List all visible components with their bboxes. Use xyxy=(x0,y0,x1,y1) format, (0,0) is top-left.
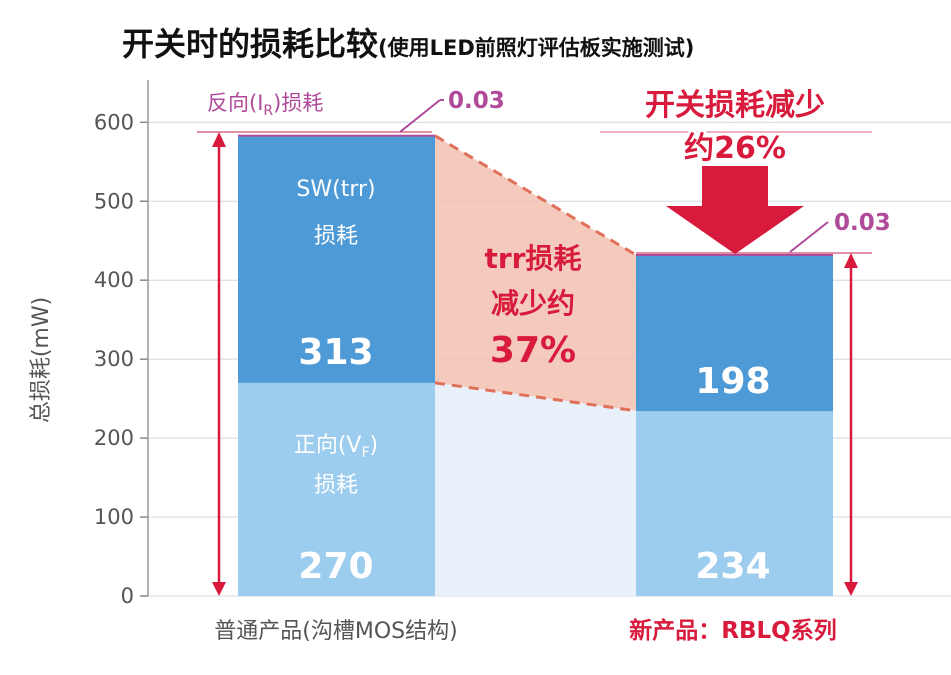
y-tick-label: 400 xyxy=(94,268,134,292)
trr-reduction-dash-top xyxy=(434,134,637,257)
vf-label-post: ) xyxy=(370,433,379,458)
ir-value-left: 0.03 xyxy=(448,88,505,114)
trr-annotation-line2: 减少约 xyxy=(491,287,575,320)
vf-label-sub: F xyxy=(361,445,369,461)
title-main: 开关时的损耗比较 xyxy=(122,25,378,63)
ir-label-pre: 反向(I xyxy=(207,91,263,115)
sw-loss-label-line2: 损耗 xyxy=(314,224,358,249)
y-tick-label: 0 xyxy=(121,584,134,608)
vf-loss-label-line1: 正向(VF) xyxy=(294,433,378,461)
total-annotation-line2: 约26% xyxy=(684,131,786,166)
bar-segment xyxy=(636,253,833,256)
total-annotation-line1: 开关损耗减少 xyxy=(645,88,825,123)
y-axis-ticks: 0 100 200 300 400 500 600 xyxy=(94,110,134,608)
bar-group xyxy=(238,134,833,596)
vf-loss-label-line2: 损耗 xyxy=(314,473,358,498)
y-tick-label: 600 xyxy=(94,110,134,134)
vf-new-value: 234 xyxy=(695,546,770,587)
sw-old-value: 313 xyxy=(298,332,373,373)
chart-title: 开关时的损耗比较(使用LED前照灯评估板实施测试) xyxy=(122,25,694,63)
vf-gap-band xyxy=(435,382,636,596)
vf-label-pre: 正向(V xyxy=(294,433,362,458)
total-arrow-left xyxy=(212,132,226,596)
bar-segment xyxy=(636,254,833,412)
ir-loss-label: 反向(IR)损耗 xyxy=(207,91,323,119)
trr-annotation-line1: trr损耗 xyxy=(484,242,581,275)
ir-label-sub: R xyxy=(263,103,273,119)
category-label-conventional: 普通产品(沟槽MOS结构) xyxy=(214,619,457,644)
y-axis-label: 总损耗(mW) xyxy=(29,297,54,423)
ir-leader-left xyxy=(399,99,441,133)
ir-leader-right xyxy=(789,221,829,253)
title-sub: (使用LED前照灯评估板实施测试) xyxy=(378,36,694,60)
y-tick-label: 500 xyxy=(94,189,134,213)
bar-segment xyxy=(238,382,435,596)
ir-value-right: 0.03 xyxy=(834,210,891,236)
bar-segment xyxy=(636,411,833,596)
bar-segment xyxy=(238,134,435,137)
category-label-new: 新产品：RBLQ系列 xyxy=(629,617,836,644)
sw-new-value: 198 xyxy=(695,361,770,402)
bar-segment xyxy=(238,135,435,383)
trr-reduction-band xyxy=(435,135,636,411)
y-tick-label: 300 xyxy=(94,347,134,371)
total-arrow-right xyxy=(844,253,858,596)
vf-old-value: 270 xyxy=(298,546,373,587)
reduction-arrow-icon xyxy=(666,166,804,254)
y-tick-label: 200 xyxy=(94,426,134,450)
sw-loss-label-line1: SW(trr) xyxy=(296,177,375,202)
ir-label-post: )损耗 xyxy=(273,91,323,115)
y-tick-label: 100 xyxy=(94,505,134,529)
trr-annotation-line3: 37% xyxy=(490,330,576,371)
